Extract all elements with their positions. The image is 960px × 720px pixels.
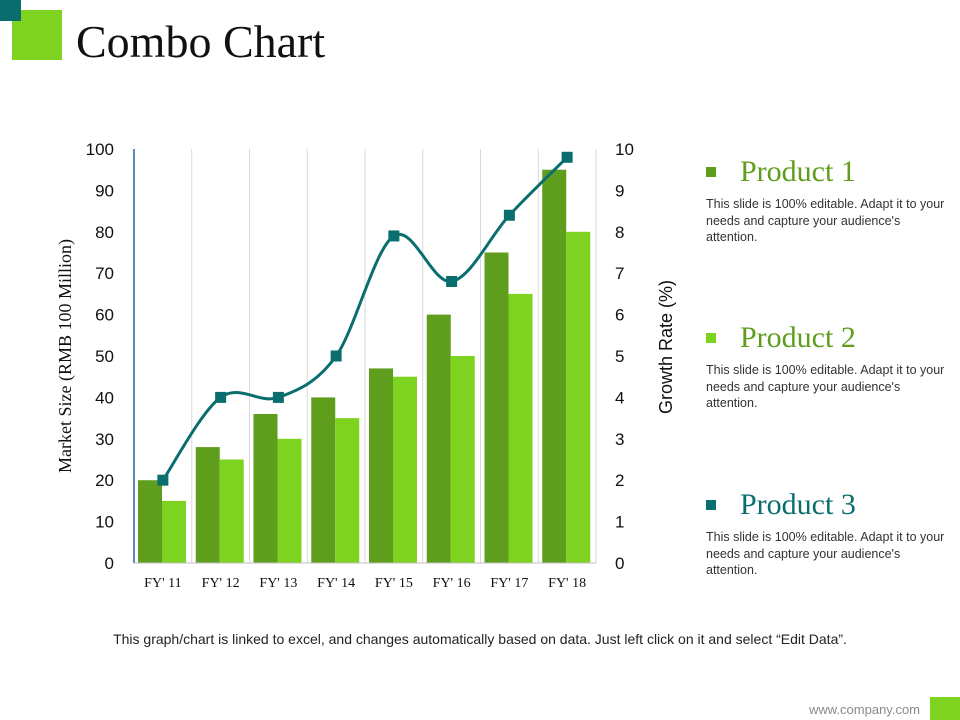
point-product-3-5 <box>388 230 400 242</box>
y-left-tick-label: 60 <box>95 306 114 325</box>
legend-description-product-3: This slide is 100% editable. Adapt it to… <box>706 530 945 577</box>
x-tick-label: FY' 13 <box>259 576 297 591</box>
y-right-tick-label: 0 <box>615 554 624 573</box>
y-left-tick-label: 20 <box>95 471 114 490</box>
bar-product-1-4 <box>311 397 336 563</box>
legend-description-product-1: This slide is 100% editable. Adapt it to… <box>706 197 945 244</box>
point-product-3-6 <box>446 275 458 287</box>
y-right-tick-label: 2 <box>615 471 624 490</box>
legend-marker-product-1 <box>706 167 716 177</box>
point-product-3-8 <box>561 151 573 163</box>
y-left-tick-label: 30 <box>95 430 114 449</box>
logo-square-teal <box>0 0 21 21</box>
website-url[interactable]: www.company.com <box>808 702 920 717</box>
y-right-tick-label: 3 <box>615 430 624 449</box>
y-left-tick-label: 40 <box>95 388 114 407</box>
point-product-3-7 <box>503 209 515 221</box>
bar-product-1-1 <box>138 480 162 563</box>
y-right-tick-label: 4 <box>615 388 624 407</box>
point-product-3-2 <box>215 391 227 403</box>
corner-square <box>930 697 960 720</box>
bar-product-1-5 <box>369 368 393 563</box>
point-product-3-3 <box>272 391 284 403</box>
legend-name-product-2: Product 2 <box>740 321 856 354</box>
y-right-tick-label: 6 <box>615 306 624 325</box>
y-right-tick-label: 1 <box>615 513 624 532</box>
bar-product-2-4 <box>335 418 360 563</box>
x-tick-label: FY' 15 <box>375 576 413 591</box>
bar-product-2-1 <box>162 500 186 563</box>
y-right-tick-label: 9 <box>615 181 624 200</box>
y-left-tick-label: 70 <box>95 264 114 283</box>
point-product-3-1 <box>157 474 169 486</box>
x-tick-label: FY' 17 <box>490 576 528 591</box>
bar-product-1-3 <box>253 413 278 563</box>
bar-product-1-2 <box>195 447 220 563</box>
page-title: Combo Chart <box>76 16 326 67</box>
bar-product-2-8 <box>566 231 591 564</box>
y-left-tick-label: 100 <box>86 140 114 159</box>
legend-item-product-2: Product 2 This slide is 100% editable. A… <box>706 318 946 412</box>
y-left-tick-label: 0 <box>105 554 114 573</box>
bar-product-2-3 <box>277 438 302 563</box>
bar-product-1-7 <box>484 252 509 563</box>
bar-product-2-5 <box>393 376 417 563</box>
y-left-tick-label: 80 <box>95 223 114 242</box>
bar-product-1-8 <box>542 169 567 563</box>
y-left-tick-label: 50 <box>95 347 114 366</box>
legend-item-product-3: Product 3 This slide is 100% editable. A… <box>706 485 946 579</box>
y-left-tick-label: 10 <box>95 513 114 532</box>
bar-product-1-6 <box>426 314 451 563</box>
y-left-tick-label: 90 <box>95 181 114 200</box>
y-right-tick-label: 8 <box>615 223 624 242</box>
x-tick-label: FY' 11 <box>144 576 181 591</box>
y-right-tick-label: 7 <box>615 264 624 283</box>
legend-name-product-1: Product 1 <box>740 155 856 188</box>
bar-product-2-2 <box>219 459 244 563</box>
legend-name-product-3: Product 3 <box>740 488 856 521</box>
legend-item-product-1: Product 1 This slide is 100% editable. A… <box>706 152 946 246</box>
footnote: This graph/chart is linked to excel, and… <box>113 631 847 647</box>
y-axis-left-label: Market Size (RMB 100 Million) <box>55 239 76 473</box>
y-axis-right-label: Growth Rate (%) <box>656 280 676 414</box>
legend-description-product-2: This slide is 100% editable. Adapt it to… <box>706 363 945 410</box>
legend-marker-product-2 <box>706 333 716 343</box>
x-tick-label: FY' 14 <box>317 576 355 591</box>
point-product-3-4 <box>330 350 342 362</box>
y-right-tick-label: 5 <box>615 347 624 366</box>
bar-product-2-6 <box>450 356 475 563</box>
y-right-tick-label: 10 <box>615 140 634 159</box>
x-tick-label: FY' 16 <box>433 576 471 591</box>
legend-marker-product-3 <box>706 500 716 510</box>
x-tick-label: FY' 12 <box>202 576 240 591</box>
x-tick-label: FY' 18 <box>548 576 586 591</box>
bar-product-2-7 <box>508 293 533 563</box>
